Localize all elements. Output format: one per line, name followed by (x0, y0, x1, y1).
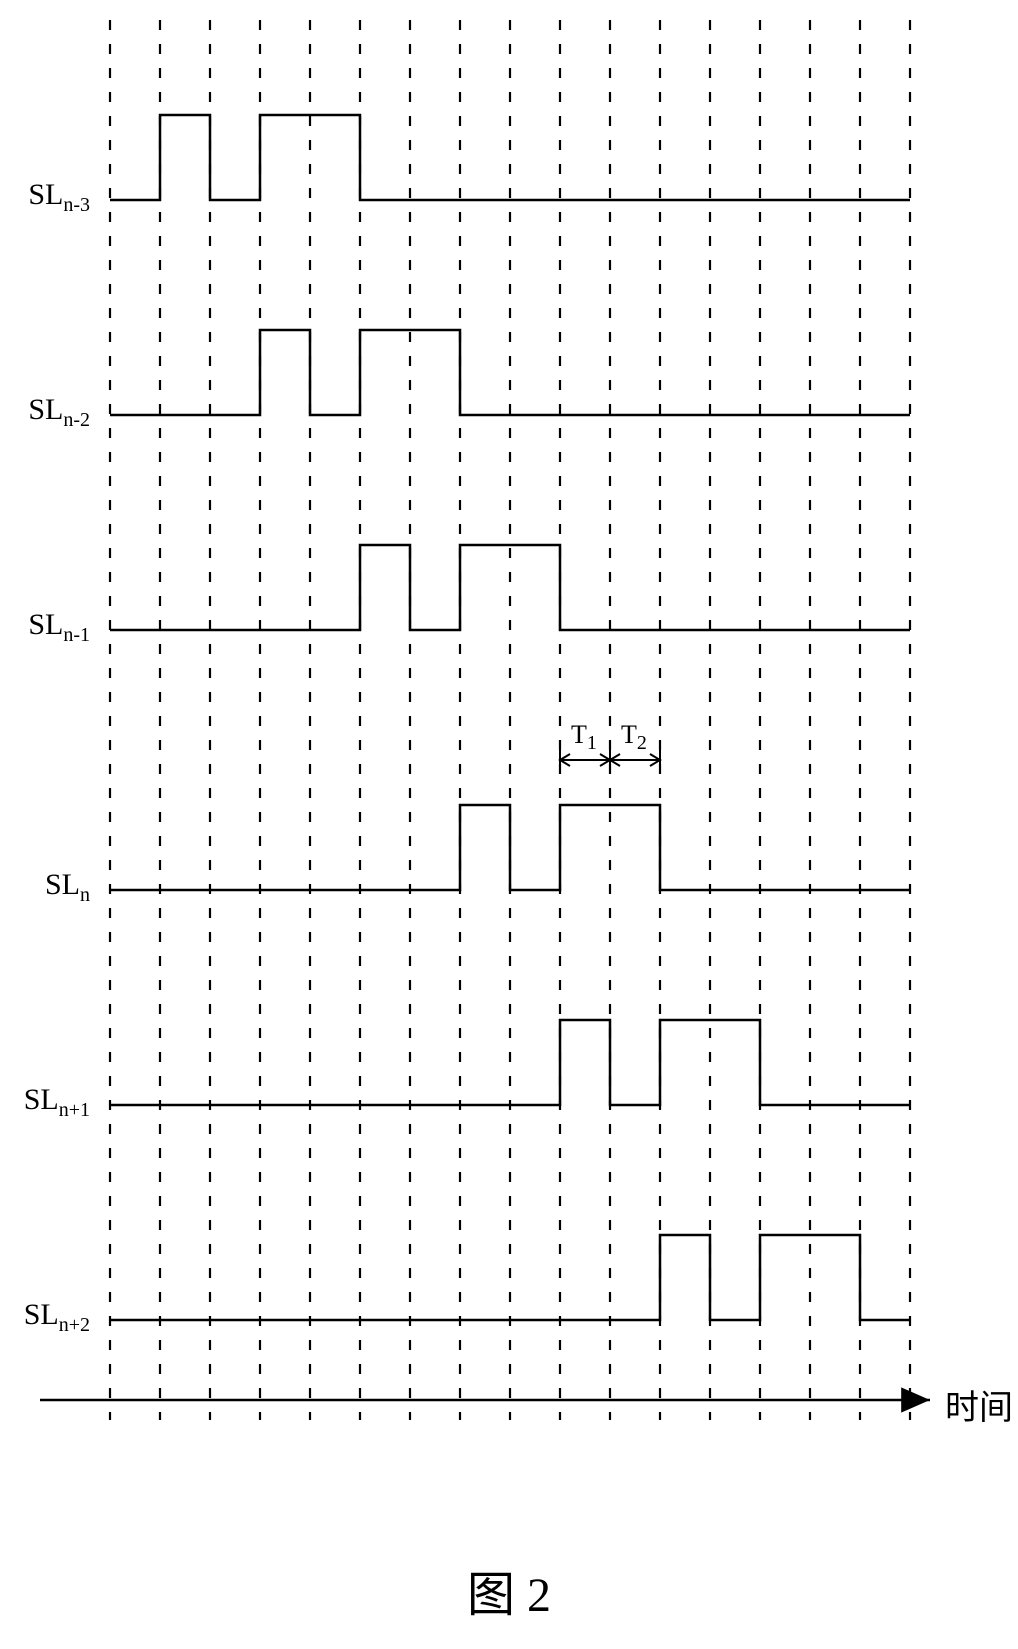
signal-label: SLn (10, 868, 90, 907)
timing-diagram: SLn-3 SLn-2 SLn-1 SLn SLn+1 SLn+2 T1 T2 时间 (0, 0, 1018, 1644)
signal-label: SLn-3 (10, 178, 90, 217)
time-axis-label: 时间 (945, 1380, 1013, 1429)
signal-label: SLn+1 (10, 1083, 90, 1122)
signal-label: SLn-2 (10, 393, 90, 432)
t2-label: T2 (621, 720, 647, 755)
figure-caption: 图 2 (409, 1555, 609, 1625)
signal-waveform (110, 330, 910, 415)
signal-label: SLn+2 (10, 1298, 90, 1337)
signal-waveform (110, 805, 910, 890)
diagram-svg (0, 0, 1018, 1644)
signal-label: SLn-1 (10, 608, 90, 647)
axis-arrowhead (901, 1387, 930, 1412)
t1-label: T1 (571, 720, 597, 755)
signal-waveform (110, 115, 910, 200)
